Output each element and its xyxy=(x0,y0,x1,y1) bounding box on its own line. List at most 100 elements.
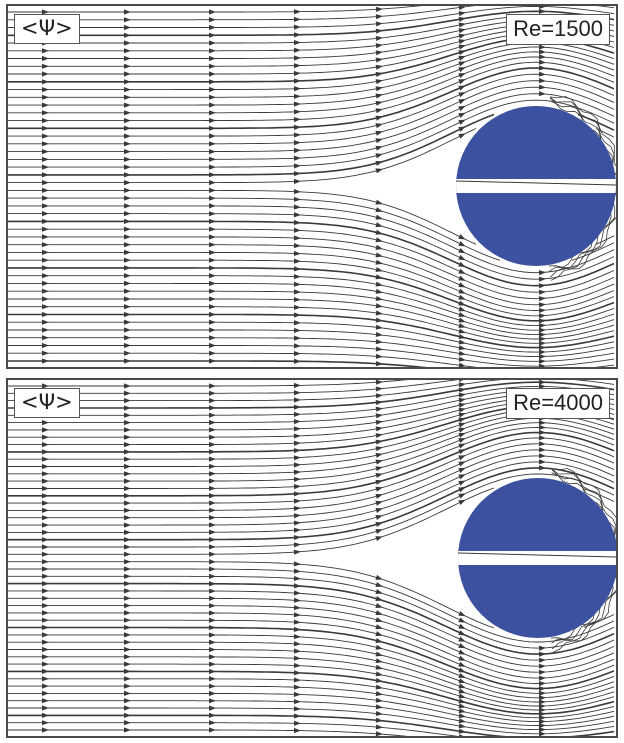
flow-arrow xyxy=(42,133,49,139)
flow-arrow xyxy=(538,65,546,71)
flow-arrow xyxy=(458,126,466,132)
flow-arrow xyxy=(538,703,546,709)
flow-arrow xyxy=(42,551,49,557)
flow-arrow xyxy=(458,345,466,351)
flow-arrow xyxy=(375,603,383,609)
flow-arrow xyxy=(124,358,131,364)
flow-arrow xyxy=(208,304,216,310)
flow-arrow xyxy=(208,639,216,645)
flow-arrow xyxy=(124,603,131,609)
flow-arrow xyxy=(293,109,301,115)
flow-arrow xyxy=(538,383,546,389)
flow-arrow xyxy=(375,295,383,302)
flow-arrow xyxy=(293,542,301,548)
psi-label-bottom: <Ψ> xyxy=(14,388,80,418)
flow-arrow xyxy=(293,597,301,603)
flow-arrow xyxy=(293,243,301,249)
flow-arrow xyxy=(293,575,301,582)
flow-arrow xyxy=(375,610,383,616)
flow-arrow xyxy=(208,226,216,232)
flow-arrow xyxy=(208,537,216,543)
flow-arrow xyxy=(42,249,49,255)
flow-arrow xyxy=(375,222,383,228)
flow-arrow xyxy=(124,676,131,682)
flow-arrow xyxy=(209,24,216,31)
flow-arrow xyxy=(538,453,546,459)
streamline xyxy=(8,568,615,643)
streamline xyxy=(8,487,615,555)
flow-arrow xyxy=(375,168,383,174)
flow-arrow xyxy=(42,125,49,131)
streamline xyxy=(8,128,615,184)
flow-arrow xyxy=(538,302,546,308)
flow-arrow xyxy=(458,44,466,50)
flow-arrow xyxy=(458,474,466,480)
flow-arrow xyxy=(375,361,383,367)
streamline xyxy=(8,619,615,684)
streamline-plot-top xyxy=(8,6,616,367)
flow-arrow xyxy=(209,358,216,364)
flow-arrow xyxy=(538,84,546,90)
flow-arrow xyxy=(124,485,131,492)
flow-arrow xyxy=(124,55,131,62)
flow-arrow xyxy=(208,273,216,279)
flow-arrow xyxy=(293,590,301,596)
flow-arrow xyxy=(124,203,131,209)
flow-arrow xyxy=(124,319,131,325)
flow-arrow xyxy=(375,637,383,643)
streamline xyxy=(8,380,409,387)
flow-arrow xyxy=(208,48,216,54)
streamline xyxy=(8,213,615,280)
streamline xyxy=(8,345,615,367)
flow-arrow xyxy=(293,335,301,341)
flow-arrow xyxy=(538,6,546,9)
flow-arrow xyxy=(293,505,301,512)
flow-arrow xyxy=(124,257,131,263)
flow-arrow xyxy=(124,712,131,718)
flow-arrow xyxy=(375,145,383,151)
flow-arrow xyxy=(293,212,301,218)
flow-arrow xyxy=(124,434,131,440)
flow-arrow xyxy=(375,339,383,345)
flow-arrow xyxy=(42,110,49,116)
flow-arrow xyxy=(208,559,216,565)
flow-arrow xyxy=(538,435,546,441)
flow-arrow xyxy=(42,668,49,674)
flow-arrow xyxy=(375,130,383,136)
flow-arrow xyxy=(208,632,216,638)
flow-arrow xyxy=(458,317,466,323)
flow-arrow xyxy=(375,14,383,20)
flow-arrow xyxy=(208,581,216,587)
streamline xyxy=(8,93,615,160)
flow-arrow xyxy=(375,207,383,213)
flow-arrow xyxy=(124,211,131,217)
flow-arrow xyxy=(124,17,131,23)
flow-arrow xyxy=(375,677,383,683)
flow-arrow xyxy=(293,561,301,567)
flow-arrow xyxy=(208,551,216,557)
flow-arrow xyxy=(293,227,301,233)
flow-arrow xyxy=(42,500,49,506)
flow-arrow xyxy=(42,507,49,513)
flow-arrow xyxy=(538,345,546,351)
flow-arrow xyxy=(538,90,546,97)
streamline xyxy=(8,467,615,541)
flow-arrow xyxy=(208,218,216,224)
flow-arrow xyxy=(538,77,546,84)
flow-arrow xyxy=(42,478,49,484)
flow-arrow xyxy=(124,141,131,147)
flow-arrow xyxy=(293,24,301,30)
flow-arrow xyxy=(208,164,216,170)
flow-arrow xyxy=(42,639,49,645)
flow-arrow xyxy=(375,684,383,690)
flow-arrow xyxy=(375,522,383,527)
flow-arrow xyxy=(124,668,131,674)
flow-arrow xyxy=(538,715,546,721)
streamline xyxy=(8,275,615,327)
flow-arrow xyxy=(42,420,49,426)
reynolds-label-bottom: Re=4000 xyxy=(506,388,610,419)
flow-arrow xyxy=(458,234,466,240)
streamline xyxy=(8,473,615,548)
flow-arrow xyxy=(458,734,466,736)
flow-arrow xyxy=(124,118,131,124)
